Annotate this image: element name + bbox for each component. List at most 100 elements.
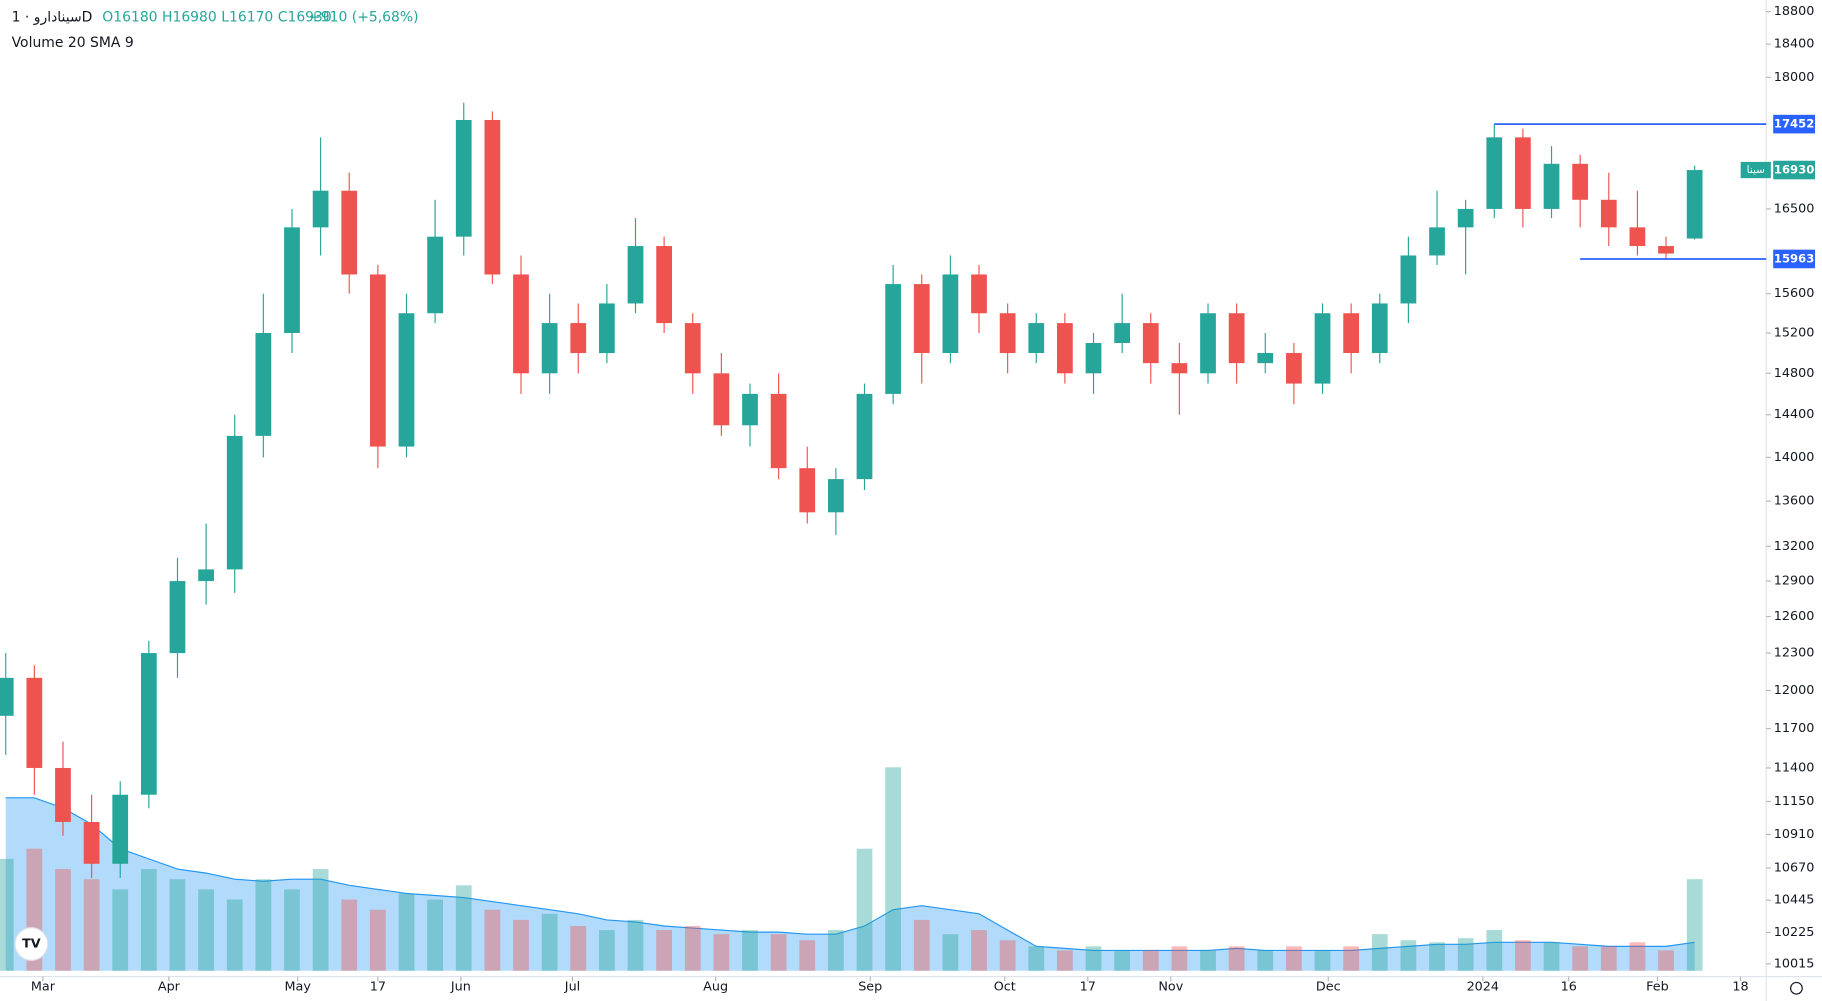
candle-body — [112, 794, 129, 864]
price-line-label: 15963 — [1774, 251, 1814, 265]
candle-body — [1114, 323, 1131, 343]
volume-bar — [1400, 940, 1417, 971]
candle-body — [1686, 170, 1703, 239]
candle-body — [1085, 342, 1102, 374]
volume-bar — [999, 940, 1016, 971]
candle-body — [1572, 163, 1589, 200]
volume-bar — [198, 889, 214, 971]
volume-bar — [627, 919, 644, 971]
volume-bar — [1343, 946, 1360, 971]
volume-bar — [742, 930, 758, 971]
volume-bar — [112, 889, 129, 971]
x-tick-label: Oct — [994, 980, 1016, 995]
settings[interactable] — [1790, 981, 1803, 995]
candle-body — [885, 284, 902, 394]
volume-bar — [1515, 940, 1531, 971]
candle-body — [1228, 313, 1245, 364]
y-tick-label: 12600 — [1774, 609, 1815, 624]
x-tick-label: Jul — [564, 980, 580, 995]
volume-bar — [656, 930, 672, 971]
volume-bar — [1572, 946, 1589, 971]
y-tick-label: 10015 — [1774, 956, 1815, 971]
candle-body — [1371, 303, 1388, 354]
candle-body — [971, 274, 987, 314]
x-tick-label: Mar — [31, 980, 56, 995]
y-tick-label: 14800 — [1774, 366, 1815, 381]
y-tick-label: 16500 — [1774, 201, 1815, 216]
candle-body — [627, 246, 644, 304]
y-tick-label: 12900 — [1774, 574, 1815, 589]
volume-bar — [541, 913, 558, 971]
volume-sma-line — [5, 797, 1695, 952]
y-tick-label: 10670 — [1774, 861, 1815, 876]
candle-body — [541, 323, 558, 374]
candle-body — [226, 435, 243, 570]
y-tick-label: 14400 — [1774, 407, 1815, 422]
candle-body — [999, 313, 1016, 354]
y-tick-label: 13600 — [1774, 494, 1815, 509]
volume-bar — [398, 893, 415, 971]
volume-bar — [0, 858, 14, 971]
x-tick-label: Apr — [158, 980, 181, 995]
candle-body — [1600, 199, 1617, 228]
candle-body — [942, 274, 959, 354]
candle-body — [1314, 313, 1331, 384]
volume-bar — [312, 869, 329, 971]
x-tick-label: 16 — [1561, 980, 1577, 995]
candle-body — [1486, 137, 1503, 209]
volume-bar — [598, 930, 615, 971]
volume-bar — [140, 869, 157, 971]
volume-bar — [1457, 938, 1474, 971]
candle-body — [1343, 313, 1360, 354]
volume-bar — [255, 879, 272, 971]
volume-bar — [369, 909, 386, 971]
candle-body — [1028, 323, 1045, 354]
candle-body — [169, 581, 186, 654]
tv-logo[interactable]: TV — [14, 927, 49, 961]
volume-bar — [1142, 950, 1159, 971]
volume-bar — [1371, 934, 1388, 971]
candle-body — [1658, 246, 1674, 254]
volume-bar — [1429, 942, 1445, 971]
x-tick-label: Aug — [703, 980, 728, 995]
y-tick-label: 18400 — [1774, 37, 1815, 52]
x-tick-label: 17 — [1080, 980, 1096, 995]
x-tick-label: Dec — [1316, 980, 1341, 995]
settings-icon[interactable] — [1790, 981, 1803, 995]
candle-body — [1457, 208, 1474, 228]
volume-bar — [427, 899, 443, 971]
volume-bar — [1629, 942, 1646, 971]
y-tick-label: 15200 — [1774, 326, 1815, 341]
volume-bar — [1114, 950, 1131, 971]
volume-bar — [1600, 946, 1617, 971]
candle-body — [255, 333, 272, 436]
candle-body — [398, 313, 415, 447]
y-tick-label: 12300 — [1774, 646, 1815, 661]
candle-body — [513, 274, 529, 374]
y-tick-label: 18000 — [1774, 70, 1815, 85]
candle-body — [570, 323, 587, 354]
candle-body — [284, 227, 300, 334]
volume-bar — [1686, 879, 1703, 971]
volume-bar — [284, 889, 300, 971]
candle-body — [770, 393, 787, 469]
candle-body — [713, 373, 730, 426]
price-line-tag — [1773, 114, 1816, 134]
candle-body — [913, 284, 930, 354]
candle-body — [341, 190, 358, 275]
candle-body — [1057, 323, 1073, 374]
volume-bar — [484, 909, 501, 971]
volume-bar — [1543, 942, 1560, 971]
logo-mark[interactable]: TV — [22, 937, 41, 952]
y-tick-label: 15600 — [1774, 286, 1815, 301]
price-line-label: 17452 — [1774, 117, 1814, 131]
volume-bar — [169, 879, 186, 971]
x-tick-label: Jun — [450, 980, 471, 995]
candle-body — [1400, 255, 1417, 304]
logo-circle[interactable] — [14, 927, 49, 961]
volume-bar — [1257, 950, 1274, 971]
candle-body — [1286, 353, 1302, 384]
volume-bar — [684, 926, 701, 971]
